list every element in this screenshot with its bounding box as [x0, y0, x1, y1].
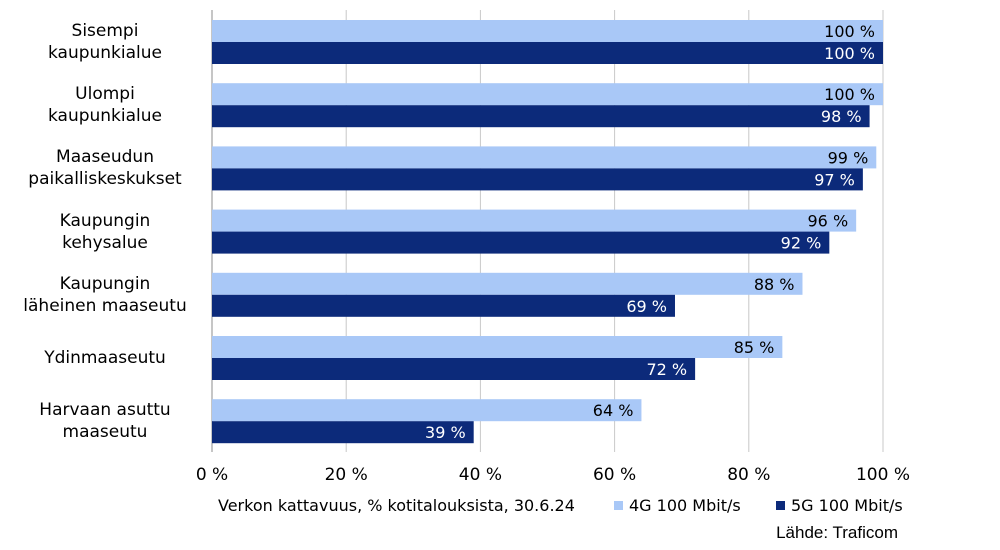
- value-label-4g: 96 %: [808, 212, 849, 231]
- category-label: Kaupungin kehysalue: [10, 210, 200, 254]
- category-label-line: paikalliskeskukset: [28, 169, 182, 190]
- category-label: Ydinmaaseutu: [10, 347, 200, 369]
- value-label-4g: 99 %: [828, 148, 869, 167]
- category-label-line: Kaupungin: [59, 210, 151, 231]
- category-label-line: Harvaan asuttu: [39, 400, 171, 421]
- value-label-4g: 100 %: [824, 85, 875, 104]
- category-label-line: Ydinmaaseutu: [44, 348, 166, 368]
- bar-5g: [212, 294, 675, 317]
- category-label: Maaseudun paikalliskeskukset: [10, 146, 200, 190]
- category-label-line: kaupunkialue: [47, 106, 163, 127]
- value-label-4g: 100 %: [824, 22, 875, 41]
- bar-5g: [212, 231, 830, 254]
- legend-label-5g: 5G 100 Mbit/s: [791, 496, 903, 515]
- category-label-line: läheinen maaseutu: [23, 295, 187, 316]
- bar-4g: [212, 272, 803, 295]
- x-tick-label: 40 %: [458, 465, 502, 485]
- value-label-4g: 88 %: [754, 275, 795, 294]
- x-tick-label: 60 %: [592, 465, 637, 485]
- legend-item-4g: 4G 100 Mbit/s: [614, 496, 741, 515]
- x-tick-label: 80 %: [727, 465, 771, 485]
- category-label-line: Maaseudun: [56, 147, 154, 168]
- bar-4g: [212, 83, 883, 106]
- value-label-5g: 100 %: [824, 44, 875, 63]
- source-note: Lähde: Traficom: [776, 523, 898, 542]
- x-tick-label: 20 %: [324, 465, 368, 485]
- category-label: Kaupungin läheinen maaseutu: [10, 273, 200, 317]
- bar-4g: [212, 336, 783, 358]
- x-tick-label: 0 %: [195, 465, 229, 485]
- value-label-5g: 92 %: [781, 234, 822, 253]
- bar-4g: [212, 146, 877, 169]
- legend-item-5g: 5G 100 Mbit/s: [776, 496, 903, 515]
- category-label: Ulompi kaupunkialue: [10, 83, 200, 127]
- legend-swatch-4g: [614, 501, 623, 510]
- bar-5g: [212, 358, 696, 380]
- category-label-line: Kaupungin: [59, 273, 151, 294]
- category-label-line: kaupunkialue: [47, 43, 163, 63]
- value-label-5g: 97 %: [814, 170, 855, 189]
- value-label-4g: 64 %: [593, 401, 634, 420]
- category-label-line: Sisempi: [71, 21, 139, 41]
- category-label: Sisempi kaupunkialue: [10, 20, 200, 64]
- value-label-5g: 72 %: [646, 360, 687, 379]
- value-label-5g: 98 %: [821, 107, 862, 126]
- bar-4g: [212, 399, 642, 422]
- x-axis-label: Verkon kattavuus, % kotitalouksista, 30.…: [218, 496, 575, 515]
- bar-4g: [212, 20, 883, 42]
- category-label-line: Ulompi: [75, 84, 135, 105]
- bar-5g: [212, 168, 863, 191]
- x-tick-label: 100 %: [855, 465, 911, 485]
- category-label: Harvaan asuttu maaseutu: [10, 399, 200, 443]
- bar-4g: [212, 209, 857, 232]
- legend-swatch-5g: [776, 501, 785, 510]
- category-label-line: maaseutu: [62, 422, 148, 443]
- value-label-5g: 39 %: [425, 423, 466, 442]
- value-label-4g: 85 %: [734, 338, 775, 357]
- bar-5g: [212, 42, 883, 64]
- bar-5g: [212, 105, 870, 128]
- value-label-5g: 69 %: [626, 297, 667, 316]
- bar-5g: [212, 421, 474, 444]
- category-label-line: kehysalue: [62, 232, 148, 253]
- legend-label-4g: 4G 100 Mbit/s: [629, 496, 741, 515]
